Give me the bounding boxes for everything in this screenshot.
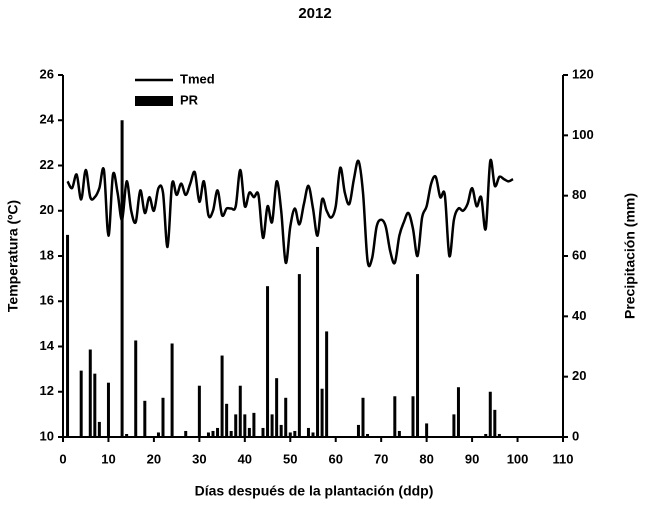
y-tick-label: 26 <box>40 66 54 81</box>
y2-tick-label: 120 <box>572 66 594 81</box>
y2-axis-label: Precipitación (mm) <box>622 193 638 319</box>
bar <box>284 397 288 437</box>
y-axis-label: Temperatura (ºC) <box>5 200 21 312</box>
bar <box>270 414 274 437</box>
bar <box>452 414 456 437</box>
chart-title: 2012 <box>298 5 331 22</box>
bar <box>366 433 370 437</box>
y2-tick-label: 100 <box>572 127 594 142</box>
x-tick-label: 20 <box>147 451 161 466</box>
y-tick-label: 12 <box>40 383 54 398</box>
x-tick-label: 90 <box>465 451 479 466</box>
bar <box>106 382 110 437</box>
bar <box>320 388 324 437</box>
y-tick-label: 20 <box>40 202 54 217</box>
x-tick-label: 80 <box>419 451 433 466</box>
bar <box>225 403 229 437</box>
bar <box>484 433 488 437</box>
bar <box>497 433 501 437</box>
y-tick-label: 18 <box>40 247 54 262</box>
x-tick-label: 60 <box>328 451 342 466</box>
x-tick-label: 50 <box>283 451 297 466</box>
bar <box>156 432 160 437</box>
bar <box>93 373 97 437</box>
bar <box>234 414 238 437</box>
legend-label: Tmed <box>180 71 215 86</box>
legend-swatch <box>135 96 173 106</box>
bar <box>247 427 251 437</box>
bar <box>456 387 460 437</box>
x-tick-label: 30 <box>192 451 206 466</box>
bar <box>238 385 242 437</box>
bar <box>252 412 256 437</box>
bar <box>416 274 420 437</box>
bar <box>206 432 210 437</box>
bar <box>211 430 215 437</box>
y2-tick-label: 80 <box>572 187 586 202</box>
bar <box>184 430 188 437</box>
bar <box>197 385 201 437</box>
y-tick-label: 22 <box>40 157 54 172</box>
y-tick-label: 24 <box>40 112 55 127</box>
x-tick-label: 70 <box>374 451 388 466</box>
x-tick-label: 0 <box>59 451 66 466</box>
bar <box>275 378 279 437</box>
bar <box>216 427 220 437</box>
bar <box>97 421 101 437</box>
bar <box>488 391 492 437</box>
bar <box>66 234 70 437</box>
y2-tick-label: 20 <box>572 368 586 383</box>
bar <box>356 424 360 437</box>
bar <box>425 423 429 437</box>
bar <box>79 370 83 437</box>
y2-tick-label: 40 <box>572 308 586 323</box>
y-tick-label: 10 <box>40 428 54 443</box>
bar <box>306 427 310 437</box>
bar <box>393 396 397 437</box>
bar <box>261 427 265 437</box>
y2-tick-label: 0 <box>572 428 579 443</box>
x-tick-label: 40 <box>238 451 252 466</box>
bar <box>288 432 292 437</box>
bar <box>120 120 124 437</box>
bar <box>266 286 270 437</box>
legend-label: PR <box>180 92 199 107</box>
bar <box>493 409 497 437</box>
bar <box>311 432 315 437</box>
line <box>66 158 514 268</box>
y2-tick-label: 60 <box>572 247 586 262</box>
bar <box>134 340 138 437</box>
bar <box>220 355 224 437</box>
x-tick-label: 10 <box>101 451 115 466</box>
x-tick-label: 100 <box>507 451 529 466</box>
bar <box>411 396 415 437</box>
bar <box>143 400 147 437</box>
bar <box>243 414 247 437</box>
bar <box>161 397 165 437</box>
bar <box>361 397 365 437</box>
x-axis-label: Días después de la plantación (ddp) <box>195 483 434 499</box>
bar <box>125 433 129 437</box>
bar <box>397 430 401 437</box>
y-tick-label: 16 <box>40 293 54 308</box>
bar <box>325 331 329 437</box>
bar <box>88 349 92 437</box>
x-tick-label: 110 <box>553 451 574 466</box>
bar <box>316 246 320 437</box>
bar <box>170 343 174 437</box>
bar <box>297 274 301 437</box>
bar <box>229 430 233 437</box>
bar <box>279 424 283 437</box>
y-tick-label: 14 <box>40 338 55 353</box>
bar <box>293 430 297 437</box>
